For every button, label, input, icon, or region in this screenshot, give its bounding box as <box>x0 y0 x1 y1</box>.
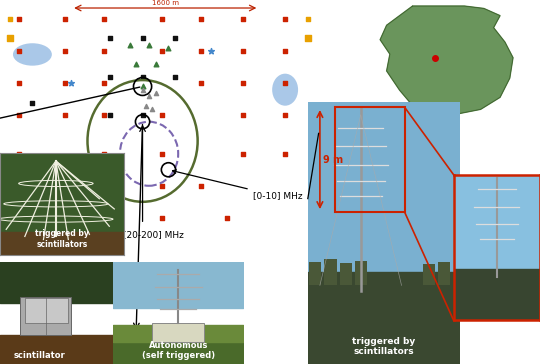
Point <box>99 48 108 54</box>
Point <box>138 112 147 118</box>
Point <box>239 80 247 86</box>
Point <box>106 74 114 80</box>
Point <box>171 74 179 80</box>
Point <box>303 36 312 41</box>
Point <box>151 90 160 96</box>
Point <box>67 80 76 86</box>
Point <box>164 45 173 51</box>
Point <box>239 16 247 22</box>
Bar <box>325 260 336 285</box>
Point <box>138 84 147 90</box>
Bar <box>438 262 450 285</box>
Point <box>5 16 14 22</box>
Bar <box>25 298 68 323</box>
Point <box>281 112 289 118</box>
Point <box>239 48 247 54</box>
Point <box>239 151 247 157</box>
Point <box>15 112 24 118</box>
Point <box>239 112 247 118</box>
Point <box>5 36 14 41</box>
Point <box>197 48 205 54</box>
Point <box>60 80 69 86</box>
Text: 9 m: 9 m <box>323 155 343 165</box>
Point <box>138 74 147 80</box>
Point <box>28 100 37 106</box>
Point <box>132 61 140 67</box>
Point <box>281 80 289 86</box>
Point <box>93 177 102 182</box>
Point <box>206 48 215 54</box>
Point <box>15 151 24 157</box>
Point <box>99 151 108 157</box>
Point <box>171 36 179 41</box>
Point <box>222 215 231 221</box>
Point <box>60 16 69 22</box>
Point <box>106 36 114 41</box>
Text: [20-200] MHz: [20-200] MHz <box>123 230 184 239</box>
Text: triggered by
scintillators: triggered by scintillators <box>352 337 415 356</box>
Ellipse shape <box>13 43 52 66</box>
Point <box>80 183 89 189</box>
Text: [0-10] MHz: [0-10] MHz <box>173 170 302 201</box>
Bar <box>152 323 204 341</box>
Point <box>197 80 205 86</box>
Bar <box>423 264 435 285</box>
Point <box>158 215 166 221</box>
Ellipse shape <box>272 74 298 106</box>
Point <box>99 112 108 118</box>
Point <box>158 48 166 54</box>
Point <box>281 16 289 22</box>
Bar <box>355 261 367 285</box>
Point <box>158 112 166 118</box>
Point <box>15 80 24 86</box>
Point <box>138 36 147 41</box>
Point <box>99 16 108 22</box>
Text: 1600 m: 1600 m <box>152 0 179 6</box>
Text: Autonomous
(self triggered): Autonomous (self triggered) <box>141 341 215 360</box>
Point <box>145 42 153 48</box>
Point <box>197 16 205 22</box>
Point <box>281 48 289 54</box>
Point <box>281 151 289 157</box>
Bar <box>309 262 321 285</box>
Point <box>15 48 24 54</box>
Point <box>15 16 24 22</box>
Point <box>106 112 114 118</box>
Point <box>158 151 166 157</box>
Point <box>125 42 134 48</box>
Point <box>138 87 147 92</box>
Text: triggered by
scintillators: triggered by scintillators <box>35 229 89 249</box>
Point <box>303 16 312 22</box>
Text: scintillator: scintillator <box>14 351 65 360</box>
Point <box>197 183 205 189</box>
Bar <box>335 107 404 212</box>
Polygon shape <box>380 6 513 116</box>
Point <box>141 103 150 108</box>
Point <box>158 183 166 189</box>
Point <box>151 61 160 67</box>
Point <box>99 80 108 86</box>
Bar <box>340 263 352 285</box>
Point <box>158 16 166 22</box>
Point <box>145 93 153 99</box>
Point <box>60 48 69 54</box>
Point <box>60 112 69 118</box>
Point <box>148 106 157 112</box>
Bar <box>21 297 71 336</box>
